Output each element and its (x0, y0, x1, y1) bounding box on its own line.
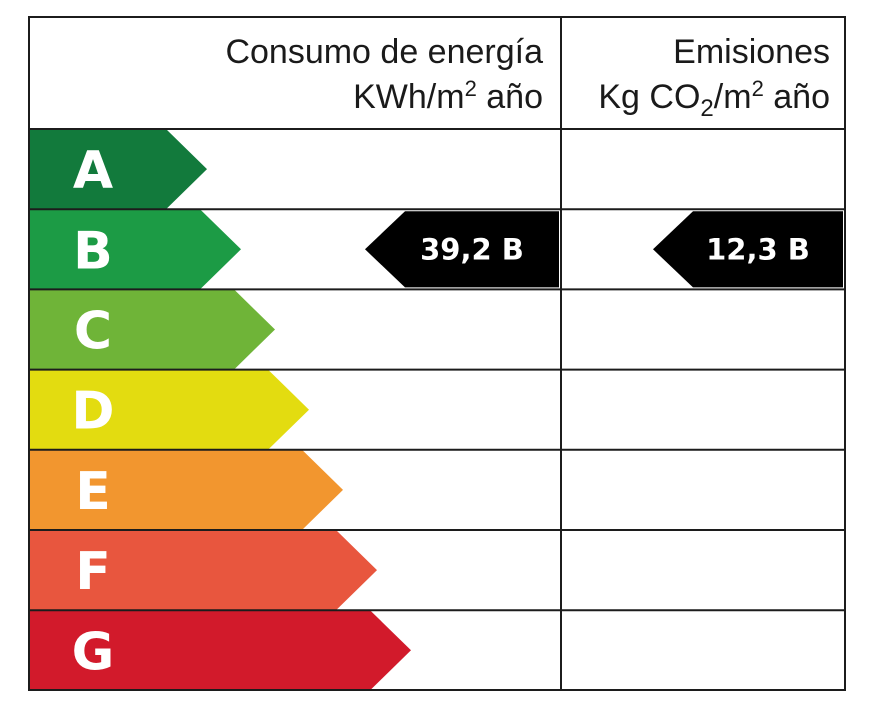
class-d-arrow: D (29, 369, 309, 450)
energy-rating-arrow (365, 211, 559, 288)
energy-column-unit: KWh/m2 año (353, 76, 543, 116)
emissions-column-title: Emisiones (673, 33, 830, 71)
emissions-unit-kg: Kg CO (598, 78, 700, 116)
emissions-unit-mid: /m (714, 78, 752, 116)
table-border (28, 16, 846, 691)
energy-unit-superscript: 2 (465, 76, 477, 101)
class-c-bar (29, 289, 275, 370)
emissions-rating-value: 12,3 B (706, 232, 810, 266)
class-c-arrow: C (29, 289, 275, 370)
emissions-column-unit: Kg CO2/m2 año (598, 76, 830, 122)
energy-unit-prefix: KWh/m (353, 78, 464, 116)
class-e-arrow: E (29, 449, 343, 530)
class-e-bar (29, 449, 343, 530)
row-dividers (29, 128, 845, 612)
class-a-arrow: A (29, 129, 207, 210)
energy-column-title: Consumo de energía (225, 33, 543, 71)
class-e-letter: E (75, 462, 111, 522)
class-c-letter: C (74, 302, 112, 362)
class-d-letter: D (71, 382, 114, 442)
class-b-bar (29, 209, 241, 290)
energy-rating-marker: 39,2 B (365, 211, 559, 288)
emissions-unit-superscript: 2 (752, 76, 764, 101)
class-b-arrow: B (29, 209, 241, 290)
class-g-arrow: G (29, 610, 411, 691)
emissions-rating-marker: 12,3 B (653, 211, 843, 288)
class-a-letter: A (73, 141, 113, 201)
class-f-arrow: F (29, 530, 377, 611)
class-f-letter: F (75, 542, 111, 602)
table-grid (28, 16, 846, 691)
table-header: Consumo de energía KWh/m2 año Emisiones … (225, 33, 830, 122)
class-d-bar (29, 369, 309, 450)
class-g-letter: G (72, 622, 115, 682)
class-g-bar (29, 610, 411, 691)
class-a-bar (29, 129, 207, 210)
emissions-rating-arrow (653, 211, 843, 288)
energy-rating-value: 39,2 B (420, 232, 524, 266)
class-f-bar (29, 530, 377, 611)
class-b-letter: B (73, 221, 113, 281)
energy-unit-suffix: año (477, 78, 543, 116)
emissions-unit-suffix: año (764, 78, 830, 116)
emissions-unit-subscript: 2 (700, 95, 713, 122)
